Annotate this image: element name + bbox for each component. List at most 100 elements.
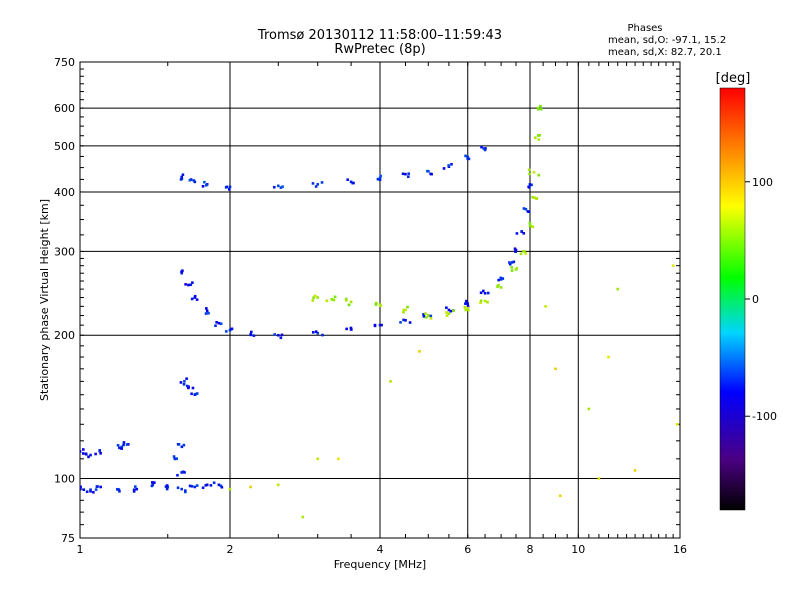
echo-point (204, 484, 208, 487)
echo-point (180, 175, 184, 179)
echo-point (675, 422, 679, 426)
echo-point (483, 291, 487, 295)
echo-point (531, 195, 534, 199)
echo-point (379, 174, 382, 178)
echo-point (96, 485, 99, 488)
phase-info-line-o: mean, sd,O: -97.1, 15.2 (608, 35, 726, 46)
echo-point (497, 278, 500, 282)
echo-point (376, 177, 380, 181)
echo-point (279, 336, 283, 340)
echo-point (510, 266, 514, 269)
echo-point (538, 104, 542, 108)
echo-point (191, 386, 195, 390)
echo-point (190, 297, 194, 301)
echo-point (408, 321, 412, 324)
echo-point (402, 310, 405, 314)
echo-point (447, 312, 451, 315)
y-tick-label: 300 (54, 245, 75, 258)
echo-point (535, 197, 538, 200)
y-tick-label: 75 (61, 532, 75, 545)
echo-point (402, 308, 406, 312)
echo-point (429, 314, 433, 318)
echo-point (671, 264, 675, 267)
echo-point (217, 321, 221, 325)
echo-point (349, 180, 353, 184)
y-tick-label: 400 (54, 186, 75, 199)
echo-point (499, 286, 503, 289)
echo-point (165, 484, 169, 487)
echo-point (118, 490, 121, 493)
echo-point (467, 308, 470, 312)
echo-point (524, 252, 527, 255)
echo-point (374, 303, 378, 306)
echo-point (466, 305, 470, 308)
echo-point (402, 318, 405, 322)
echo-point (313, 294, 317, 298)
echo-point (347, 303, 351, 307)
echo-point (378, 323, 382, 327)
echo-point (524, 207, 528, 211)
echo-point (116, 444, 120, 447)
echo-point (82, 452, 85, 455)
echo-point (430, 172, 433, 176)
echo-point (217, 483, 221, 487)
echo-point (349, 300, 353, 304)
echo-point (537, 138, 541, 141)
echo-point (99, 451, 102, 455)
echo-point (530, 183, 533, 187)
echo-point (84, 452, 88, 456)
echo-point (89, 488, 92, 492)
echo-point (182, 443, 186, 447)
echo-point (193, 180, 197, 184)
echo-point (320, 181, 324, 184)
echo-point (188, 484, 192, 488)
echo-point (180, 177, 184, 180)
echo-point (528, 224, 532, 227)
colorbar-tick-label: -100 (752, 410, 777, 423)
x-axis-label: Frequency [MHz] (334, 558, 426, 571)
echo-point (321, 333, 324, 337)
echo-point (483, 148, 487, 152)
echo-point (532, 170, 536, 174)
echo-point (185, 384, 189, 388)
echo-point (225, 185, 229, 189)
echo-point (379, 304, 382, 308)
echo-point (346, 178, 349, 182)
echo-point (316, 457, 320, 461)
echo-point (301, 515, 305, 519)
echo-point (187, 385, 190, 389)
echo-point (151, 481, 154, 484)
echo-point (175, 457, 178, 460)
echo-point (513, 247, 517, 251)
echo-point (276, 184, 280, 188)
echo-point (85, 490, 89, 493)
echo-point (195, 484, 199, 487)
echo-point (184, 283, 187, 286)
echo-point (204, 183, 208, 187)
echo-point (607, 355, 610, 359)
echo-point (279, 186, 283, 189)
data-points (80, 104, 679, 519)
x-tick-label: 6 (464, 543, 471, 556)
x-tick-label: 8 (527, 543, 534, 556)
echo-point (522, 207, 526, 210)
echo-point (98, 449, 102, 452)
echo-point (183, 471, 186, 474)
echo-point (422, 315, 426, 318)
echo-point (554, 367, 557, 371)
echo-point (316, 296, 320, 299)
echo-point (442, 167, 446, 170)
echo-point (94, 452, 97, 456)
echo-point (539, 107, 543, 111)
echo-point (190, 485, 194, 488)
echo-point (176, 473, 179, 477)
echo-point (273, 333, 277, 336)
echo-point (479, 299, 483, 303)
echo-point (422, 313, 425, 316)
echo-point (133, 485, 137, 488)
echo-point (380, 323, 383, 327)
echo-point (406, 175, 410, 178)
echo-point (407, 172, 411, 175)
echo-point (249, 485, 252, 489)
